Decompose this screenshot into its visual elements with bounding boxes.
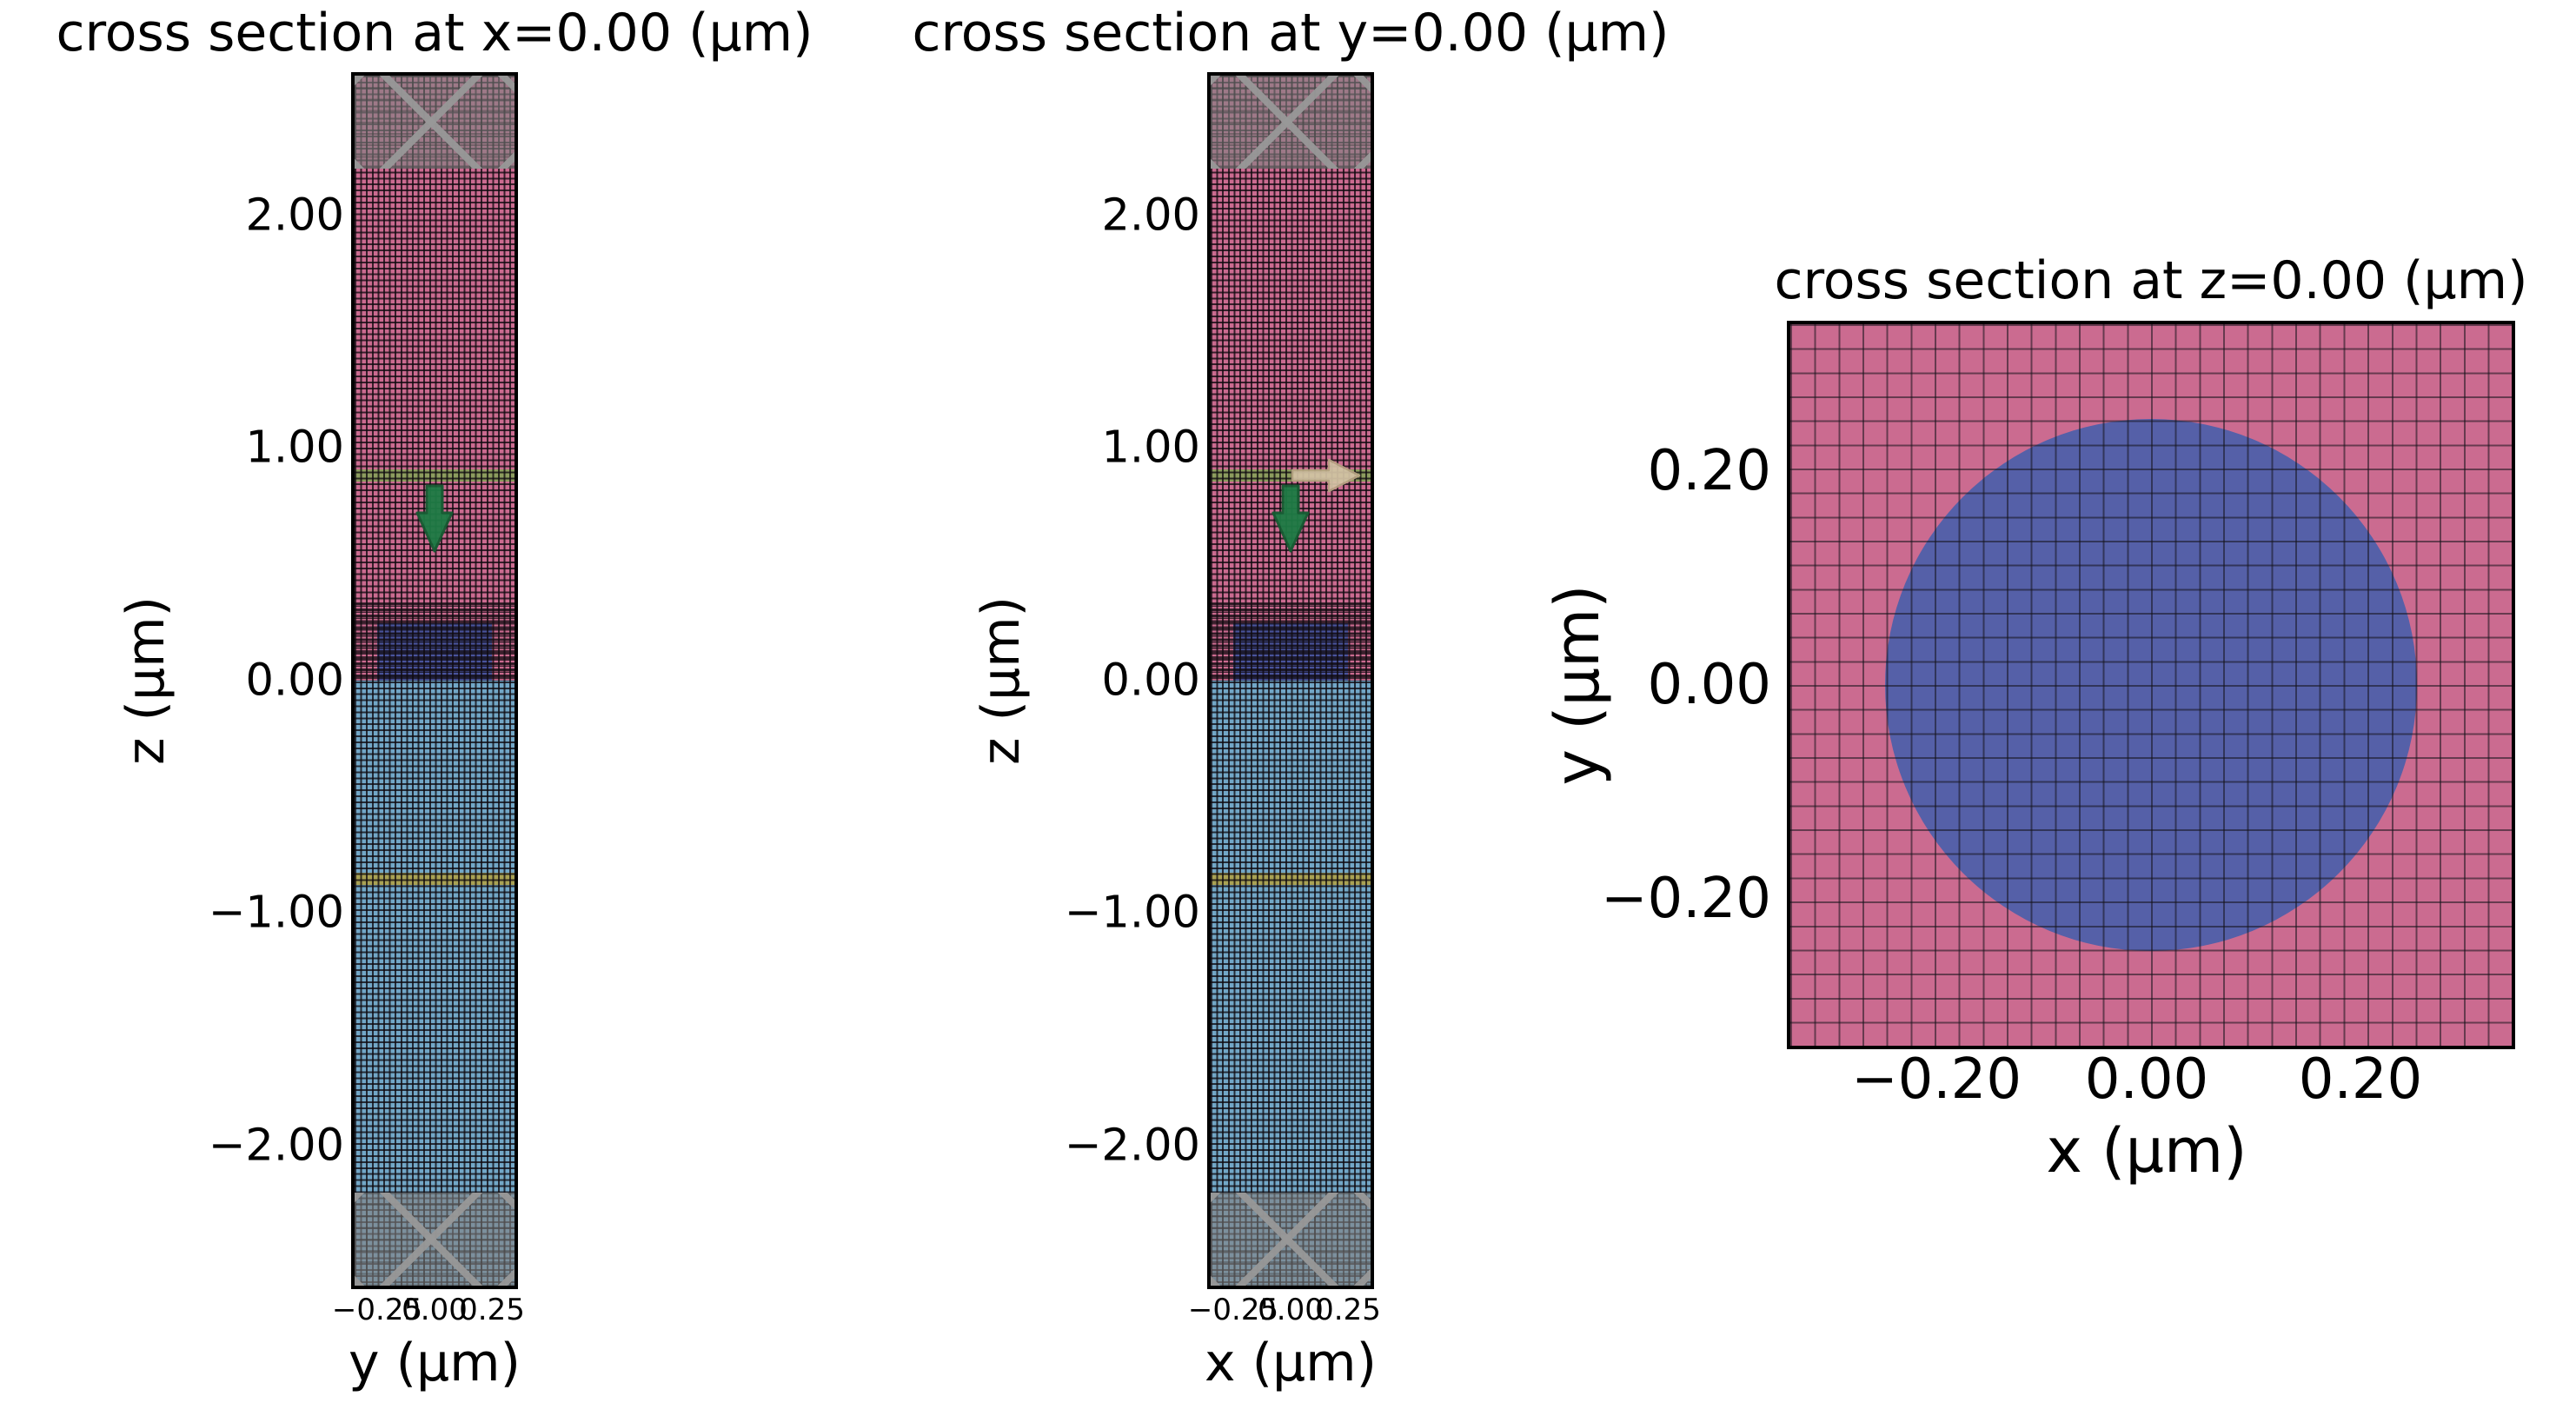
p2-ytick-4: −2.00 bbox=[1064, 1120, 1200, 1172]
z-section-plot bbox=[1787, 321, 2515, 1049]
p1-ytick-0: 2.00 bbox=[245, 190, 344, 242]
p3-ytick-2: −0.20 bbox=[1600, 867, 1771, 931]
p1-ytick-1: 1.00 bbox=[245, 422, 344, 474]
pml-top-region bbox=[355, 76, 515, 169]
p2-xtick-1: 0.00 bbox=[1258, 1293, 1324, 1327]
p2-ytick-2: 0.00 bbox=[1101, 655, 1200, 707]
polarization-arrow-icon bbox=[1291, 458, 1361, 493]
x-section-plot bbox=[351, 72, 518, 1289]
p3-xtick-1: 0.00 bbox=[2084, 1047, 2209, 1112]
title-z-section: cross section at z=0.00 (μm) bbox=[1774, 250, 2528, 311]
p1-xaxis-label: y (μm) bbox=[348, 1333, 521, 1393]
mesh-grid-overlay bbox=[1790, 324, 2512, 1046]
p3-ytick-0: 0.20 bbox=[1647, 439, 1772, 503]
p2-ytick-1: 1.00 bbox=[1101, 422, 1200, 474]
p2-ytick-3: −1.00 bbox=[1064, 887, 1200, 939]
mesh-refined-band bbox=[1211, 602, 1371, 681]
p2-xtick-2: 0.25 bbox=[1315, 1293, 1381, 1327]
title-y-section: cross section at y=0.00 (μm) bbox=[912, 3, 1670, 63]
p3-yaxis-label: y (μm) bbox=[1542, 584, 1613, 786]
pml-top-region bbox=[1211, 76, 1371, 169]
p2-xtick-0: −0.25 bbox=[1187, 1293, 1279, 1327]
mesh-refined-band bbox=[355, 602, 515, 681]
source-direction-arrow-icon bbox=[1271, 484, 1310, 553]
mesh-grid-overlay bbox=[1211, 76, 1371, 1286]
p1-yaxis-label: z (μm) bbox=[116, 595, 176, 766]
p3-xaxis-label: x (μm) bbox=[2046, 1115, 2247, 1187]
mesh-grid-overlay bbox=[355, 76, 515, 1286]
p1-xtick-2: 0.25 bbox=[459, 1293, 525, 1327]
p1-xtick-1: 0.00 bbox=[402, 1293, 468, 1327]
p3-xtick-2: 0.20 bbox=[2298, 1047, 2423, 1112]
p3-ytick-1: 0.00 bbox=[1647, 653, 1772, 717]
pml-bottom-region bbox=[1211, 1193, 1371, 1286]
p1-ytick-3: −1.00 bbox=[208, 887, 344, 939]
p2-xaxis-label: x (μm) bbox=[1204, 1333, 1378, 1393]
p1-xtick-0: −0.25 bbox=[331, 1293, 423, 1327]
p2-yaxis-label: z (μm) bbox=[971, 595, 1032, 766]
title-x-section: cross section at x=0.00 (μm) bbox=[56, 3, 813, 63]
p3-xtick-0: −0.20 bbox=[1850, 1047, 2022, 1112]
source-direction-arrow-icon bbox=[415, 484, 454, 553]
p2-ytick-0: 2.00 bbox=[1101, 190, 1200, 242]
y-section-plot bbox=[1207, 72, 1374, 1289]
pml-bottom-region bbox=[355, 1193, 515, 1286]
p1-ytick-4: −2.00 bbox=[208, 1120, 344, 1172]
p1-ytick-2: 0.00 bbox=[245, 655, 344, 707]
